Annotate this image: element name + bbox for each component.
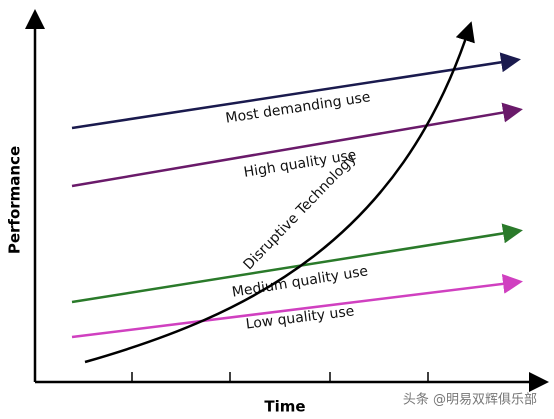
segment-line xyxy=(71,223,523,304)
segment-line xyxy=(71,102,523,188)
segment-line xyxy=(71,52,521,130)
axis-ticks xyxy=(131,372,429,382)
x-axis-label: Time xyxy=(264,398,305,416)
segment-label: Most demanding use xyxy=(225,89,372,126)
disruptive-curve xyxy=(84,21,475,364)
segment-line xyxy=(71,273,523,339)
y-axis-label: Performance xyxy=(6,146,24,254)
watermark: 头条 @明易双辉俱乐部 xyxy=(403,392,537,408)
